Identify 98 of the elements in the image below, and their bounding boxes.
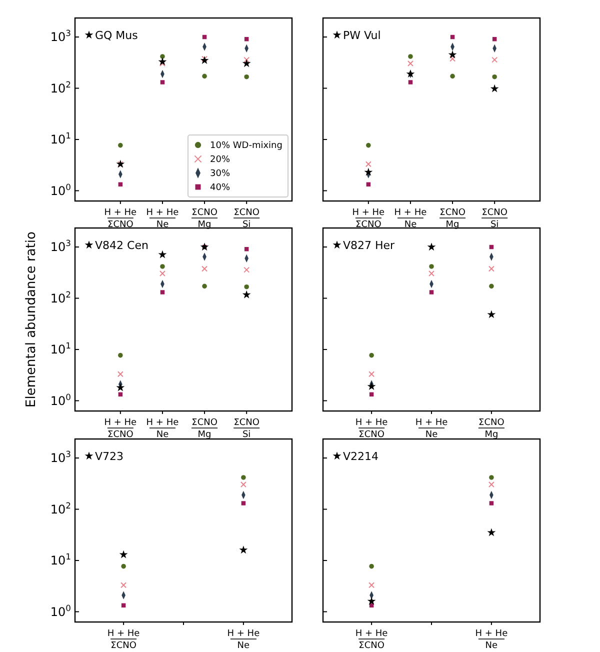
point <box>428 270 434 277</box>
point <box>364 168 373 176</box>
y-tick-label: 10$^{1}$ <box>50 340 71 357</box>
point <box>160 80 165 84</box>
y-tick-label: 10$^{3}$ <box>50 238 71 254</box>
point <box>160 54 165 59</box>
point <box>368 371 375 378</box>
y-tick-label: 10$^{1}$ <box>50 552 71 568</box>
y-tick-label: 10$^{3}$ <box>50 28 71 44</box>
point <box>116 383 125 392</box>
point <box>160 290 165 294</box>
point <box>429 264 434 269</box>
legend-label: V723 <box>95 450 124 463</box>
point <box>159 270 166 277</box>
point <box>489 475 494 480</box>
point <box>158 250 167 258</box>
point <box>429 290 434 294</box>
point <box>492 74 497 80</box>
x-tick-label: ΣCNO Mg <box>192 418 218 440</box>
x-tick-label: ΣCNO Si <box>234 208 260 230</box>
point <box>369 564 374 569</box>
point <box>241 475 246 480</box>
point <box>487 310 496 318</box>
x-tick-label: H + He Ne <box>146 418 180 440</box>
point <box>450 74 455 79</box>
legend-label: V2214 <box>343 450 379 463</box>
point <box>118 142 123 148</box>
y-axis-title: Elemental abundance ratio <box>24 231 39 408</box>
point <box>158 57 167 66</box>
x-tick-label: H + He ΣCNO <box>104 208 138 230</box>
point <box>367 382 376 390</box>
point <box>160 264 165 269</box>
legend-label: 10% WD-mixing <box>210 141 282 152</box>
point <box>488 482 494 488</box>
x-tick-label: H + He Ne <box>146 208 180 230</box>
x-tick-label: H + He Ne <box>475 629 508 651</box>
point <box>450 56 456 62</box>
y-tick-label: 10$^{3}$ <box>50 449 71 466</box>
point <box>408 80 413 84</box>
point <box>240 482 246 488</box>
point <box>365 161 372 168</box>
point <box>489 501 494 506</box>
point <box>242 290 251 298</box>
x-tick-label: ΣCNO Mg <box>478 418 504 440</box>
x-tick-label: H + He ΣCNO <box>104 418 138 440</box>
point <box>244 284 249 290</box>
x-tick-label: H + He Ne <box>415 418 448 440</box>
x-tick-label: ΣCNO Si <box>234 418 260 440</box>
x-tick-label: H + He ΣCNO <box>355 418 388 440</box>
legend-label: V842 Cen <box>95 238 148 252</box>
point <box>239 546 248 554</box>
x-tick-label: H + He Ne <box>227 629 260 651</box>
legend-label: 30% <box>210 169 230 180</box>
x-tick-label: H + He ΣCNO <box>107 629 140 651</box>
point <box>120 582 127 588</box>
y-tick-label: 10$^{2}$ <box>50 500 71 516</box>
point <box>118 352 123 358</box>
point <box>202 266 208 272</box>
y-tick-label: 10$^{0}$ <box>50 602 71 619</box>
point <box>408 54 413 59</box>
y-tick-label: 10$^{1}$ <box>50 130 71 147</box>
point <box>241 501 246 506</box>
point <box>368 582 375 588</box>
x-tick-label: H + He Ne <box>394 208 428 230</box>
point <box>488 266 494 272</box>
point <box>117 371 124 378</box>
legend-label: 20% <box>210 155 230 166</box>
point <box>406 70 415 78</box>
y-tick-label: 10$^{2}$ <box>50 289 71 306</box>
point <box>121 564 126 569</box>
point <box>244 74 249 80</box>
point <box>242 59 251 68</box>
y-tick-label: 10$^{0}$ <box>50 182 71 198</box>
point <box>448 50 457 58</box>
point <box>367 596 376 605</box>
y-tick-label: 10$^{2}$ <box>50 79 71 96</box>
x-tick-label: H + He ΣCNO <box>355 629 388 651</box>
legend-label: PW Vul <box>343 28 381 42</box>
point <box>244 56 250 63</box>
point <box>490 84 499 92</box>
point <box>407 60 414 67</box>
point <box>489 284 494 289</box>
point <box>427 242 436 251</box>
point <box>202 284 207 289</box>
point <box>202 74 207 79</box>
x-tick-label: ΣCNO Si <box>482 208 508 230</box>
point <box>492 56 498 63</box>
y-tick-label: 10$^{0}$ <box>50 392 71 408</box>
point <box>366 142 371 148</box>
x-tick-label: H + He ΣCNO <box>352 208 386 230</box>
legend-label: GQ Mus <box>95 28 138 42</box>
point <box>244 266 250 273</box>
point <box>369 352 374 358</box>
legend-label: V827 Her <box>343 238 396 252</box>
point <box>487 528 496 536</box>
legend-label: 40% <box>210 183 230 194</box>
point <box>159 60 166 67</box>
point <box>119 550 128 558</box>
